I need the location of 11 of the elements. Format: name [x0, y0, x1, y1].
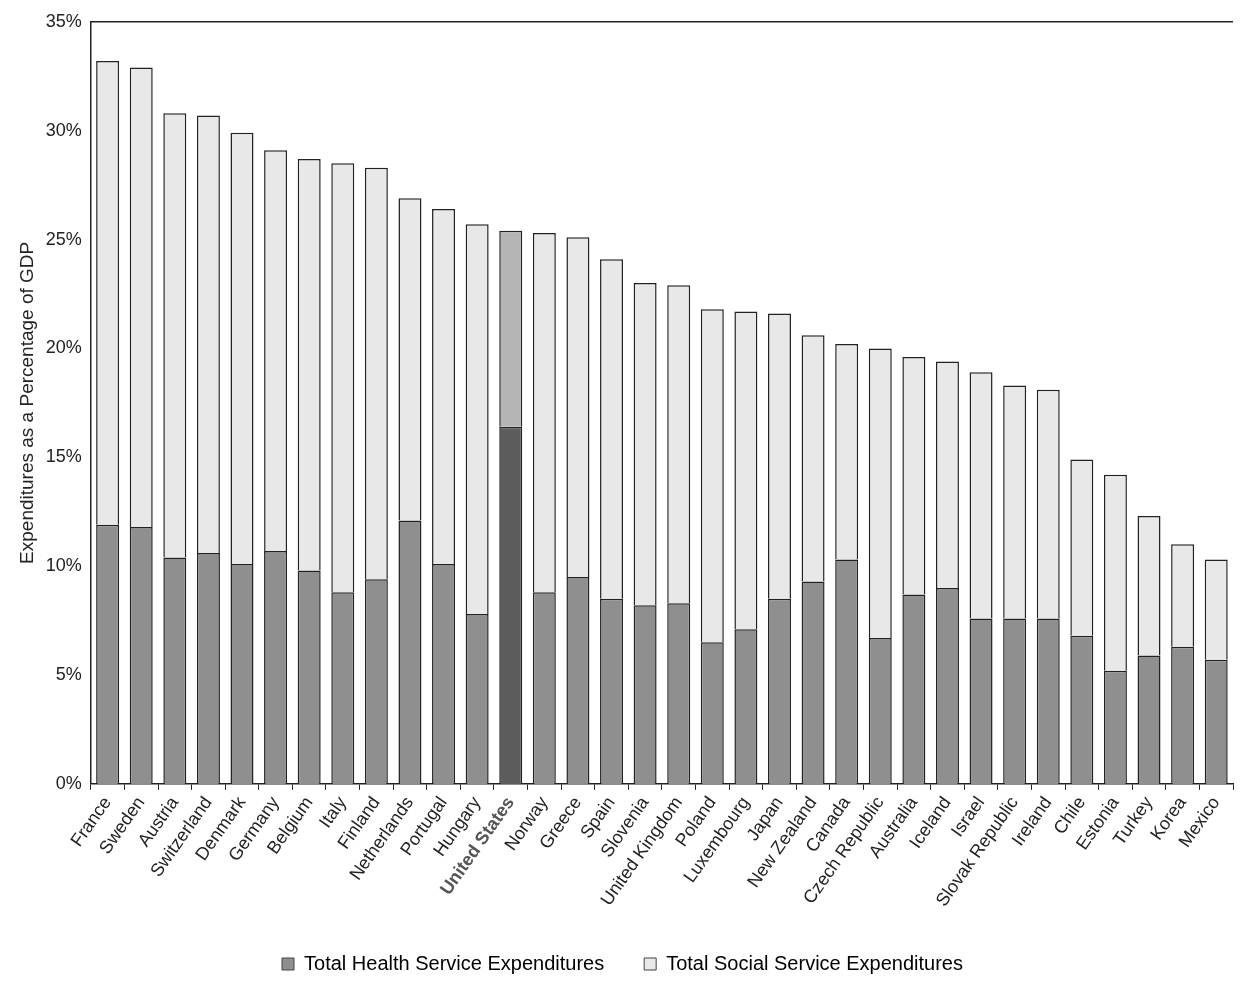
y-tick-label: 20%	[45, 337, 82, 358]
legend-label: Total Social Service Expenditures	[666, 951, 963, 974]
y-tick-label: 15%	[45, 446, 82, 467]
y-axis-title: Expenditures as a Percentage of GDP	[15, 241, 37, 564]
y-tick-label: 35%	[45, 10, 82, 31]
y-tick-label: 25%	[45, 228, 82, 249]
y-tick-label: 10%	[45, 555, 82, 576]
y-tick-label: 0%	[55, 772, 82, 793]
legend-label: Total Health Service Expenditures	[304, 951, 605, 974]
y-tick-label: 5%	[55, 663, 82, 684]
y-tick-label: 30%	[45, 119, 82, 140]
